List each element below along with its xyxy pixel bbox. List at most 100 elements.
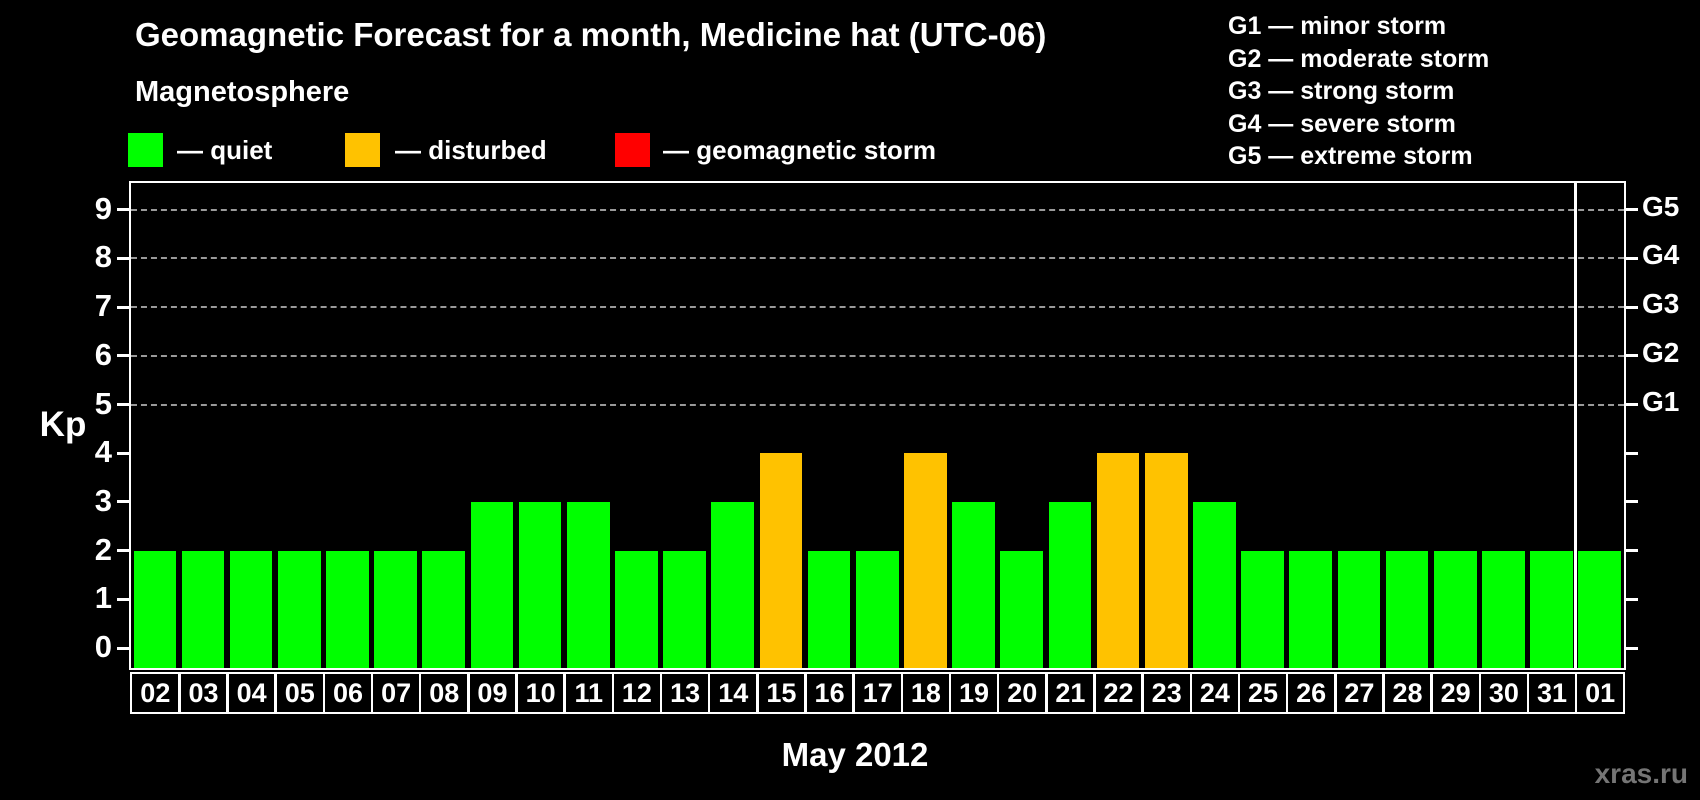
y-tick-label: 9 — [94, 190, 112, 226]
kp-bar — [374, 550, 417, 668]
y-tick-right — [1624, 500, 1638, 504]
y-tick-right — [1624, 354, 1638, 358]
day-label-cell: 28 — [1382, 672, 1433, 714]
x-axis-title: May 2012 — [781, 736, 929, 773]
y-tick-left — [117, 646, 131, 650]
y-tick-right — [1624, 451, 1638, 455]
gridline — [131, 354, 1624, 357]
day-label-cell: 10 — [515, 672, 566, 714]
kp-bar — [1289, 550, 1333, 668]
g-axis-label: G5 — [1642, 190, 1680, 222]
day-label-cell: 19 — [948, 672, 1000, 714]
legend-swatch-disturbed — [345, 133, 380, 167]
day-label-cell: 15 — [756, 672, 807, 714]
day-label-cell: 03 — [178, 672, 229, 714]
y-tick-left — [117, 451, 131, 455]
kp-bar — [615, 550, 658, 668]
day-label-cell: 13 — [659, 672, 711, 714]
day-label-cell: 06 — [322, 672, 374, 714]
y-tick-left — [117, 354, 131, 358]
y-axis-title: Kp — [39, 405, 87, 444]
day-label-cell: 12 — [611, 672, 663, 714]
day-label-cell: 08 — [418, 672, 470, 714]
day-label-cell: 07 — [370, 672, 422, 714]
y-tick-right — [1624, 305, 1638, 309]
day-label-cell: 05 — [274, 672, 326, 714]
kp-bar — [133, 550, 177, 668]
y-tick-right — [1624, 646, 1638, 650]
day-label-cell: 18 — [900, 672, 952, 714]
day-label-cell: 23 — [1141, 672, 1193, 714]
g-axis-label: G1 — [1642, 385, 1680, 417]
y-tick-left — [117, 549, 131, 553]
kp-bar — [1193, 501, 1236, 668]
kp-bar — [1482, 550, 1525, 668]
g-legend-line: G2 — moderate storm — [1228, 44, 1490, 73]
y-tick-right — [1624, 403, 1638, 406]
y-tick-left — [117, 500, 131, 504]
g-axis-label: G4 — [1642, 239, 1680, 271]
y-tick-right — [1624, 208, 1638, 212]
y-tick-right — [1624, 597, 1638, 601]
day-label-cell: 14 — [707, 672, 759, 714]
day-label-cell: 27 — [1334, 672, 1385, 714]
g-axis-label: G3 — [1642, 288, 1680, 320]
plot-border — [129, 181, 1626, 670]
kp-bar — [663, 550, 706, 668]
day-label-cell: 24 — [1189, 672, 1241, 714]
kp-bar — [1144, 453, 1188, 668]
kp-bar — [181, 550, 225, 668]
day-label-cell: 02 — [130, 672, 181, 714]
y-tick-label: 1 — [94, 580, 112, 616]
kp-bar — [326, 550, 369, 668]
month-separator-line — [1574, 183, 1578, 668]
kp-bar — [566, 501, 610, 668]
y-tick-left — [117, 305, 131, 309]
day-label-cell: 25 — [1237, 672, 1289, 714]
g-legend-line: G1 — minor storm — [1228, 12, 1447, 40]
gridline — [131, 257, 1624, 260]
g-legend-line: G5 — extreme storm — [1228, 142, 1473, 170]
kp-bar — [1530, 550, 1573, 668]
y-tick-left — [117, 403, 131, 406]
kp-bar — [904, 453, 947, 668]
kp-bar — [422, 550, 466, 668]
y-tick-right — [1624, 256, 1638, 260]
day-label-cell: 17 — [852, 672, 904, 714]
legend-label-disturbed: — disturbed — [395, 135, 547, 165]
day-label-cell: 31 — [1526, 672, 1578, 714]
watermark: xras.ru — [1594, 758, 1688, 789]
y-tick-right — [1624, 549, 1638, 553]
kp-bar — [711, 501, 755, 668]
day-label-cell: 30 — [1478, 672, 1530, 714]
y-tick-label: 2 — [94, 531, 112, 567]
g-legend-line: G4 — severe storm — [1228, 109, 1456, 138]
day-label-cell: 21 — [1045, 672, 1096, 714]
day-label-cell: 26 — [1285, 672, 1337, 714]
legend-swatch-storm — [615, 133, 650, 167]
day-label-cell: 29 — [1430, 672, 1481, 714]
kp-bar — [1385, 550, 1429, 668]
g-legend-line: G3 — strong storm — [1228, 77, 1455, 105]
legend-label-storm: — geomagnetic storm — [663, 135, 937, 165]
kp-bar — [952, 501, 995, 668]
legend-swatch-quiet — [128, 133, 163, 167]
y-tick-label: 4 — [94, 434, 112, 470]
day-label-cell: 16 — [804, 672, 855, 714]
chart-title: Geomagnetic Forecast for a month, Medici… — [135, 16, 1047, 53]
y-tick-label: 5 — [94, 385, 112, 421]
kp-bar — [277, 550, 321, 668]
gridline — [131, 403, 1624, 406]
kp-bar — [807, 550, 851, 668]
kp-bar — [518, 501, 562, 668]
day-label-cell: 11 — [563, 672, 615, 714]
day-label-cell: 01 — [1574, 672, 1626, 714]
y-tick-label: 6 — [94, 336, 112, 372]
day-label-cell: 04 — [226, 672, 277, 714]
y-tick-left — [117, 208, 131, 212]
legend-label-quiet: — quiet — [177, 135, 273, 165]
y-tick-left — [117, 597, 131, 601]
magnetosphere-label: Magnetosphere — [135, 76, 350, 108]
day-label-cell: 22 — [1093, 672, 1144, 714]
y-tick-label: 3 — [94, 482, 112, 518]
